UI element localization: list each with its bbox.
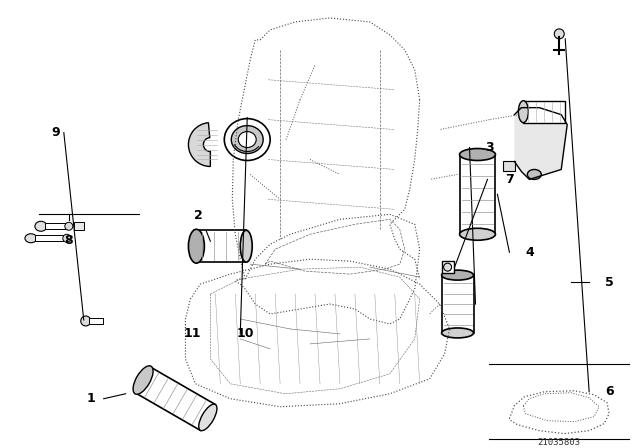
Ellipse shape (518, 101, 529, 123)
FancyBboxPatch shape (460, 155, 495, 234)
Text: 11: 11 (184, 327, 201, 340)
Ellipse shape (527, 169, 541, 180)
Text: 9: 9 (52, 126, 60, 139)
Text: 5: 5 (605, 276, 614, 289)
Ellipse shape (133, 366, 153, 394)
Circle shape (444, 263, 452, 271)
Ellipse shape (231, 125, 263, 154)
Ellipse shape (199, 404, 217, 431)
Wedge shape (188, 123, 211, 167)
Text: 4: 4 (525, 246, 534, 258)
Text: 1: 1 (86, 392, 95, 405)
Ellipse shape (224, 119, 270, 160)
Text: 6: 6 (605, 385, 613, 398)
Ellipse shape (442, 270, 474, 280)
FancyBboxPatch shape (442, 261, 454, 273)
FancyBboxPatch shape (504, 161, 515, 172)
Circle shape (554, 29, 564, 39)
Text: 8: 8 (65, 234, 73, 247)
Text: 10: 10 (237, 327, 254, 340)
FancyBboxPatch shape (195, 230, 246, 262)
Circle shape (65, 222, 73, 230)
FancyBboxPatch shape (89, 318, 102, 324)
Ellipse shape (238, 132, 256, 147)
FancyBboxPatch shape (136, 367, 215, 431)
FancyBboxPatch shape (442, 275, 474, 333)
FancyBboxPatch shape (45, 223, 67, 229)
Polygon shape (515, 108, 567, 180)
Ellipse shape (25, 234, 37, 243)
FancyBboxPatch shape (74, 222, 84, 230)
Circle shape (81, 316, 91, 326)
Ellipse shape (240, 230, 252, 262)
Ellipse shape (188, 229, 204, 263)
Text: 21035803: 21035803 (538, 438, 580, 447)
FancyBboxPatch shape (35, 235, 63, 241)
Ellipse shape (442, 328, 474, 338)
FancyBboxPatch shape (524, 101, 565, 123)
Text: 7: 7 (505, 173, 514, 186)
Text: 2: 2 (194, 209, 203, 222)
Ellipse shape (460, 149, 495, 160)
Circle shape (63, 234, 71, 242)
Ellipse shape (35, 221, 47, 231)
Ellipse shape (460, 228, 495, 240)
Text: 3: 3 (485, 141, 494, 154)
